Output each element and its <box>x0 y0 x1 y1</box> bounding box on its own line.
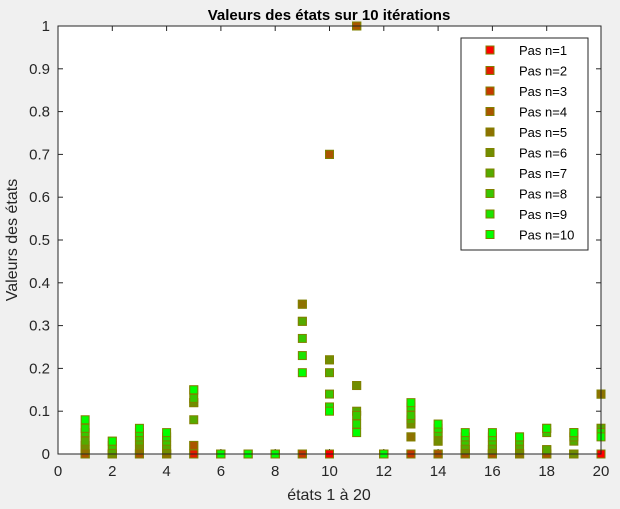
y-axis-label: Valeurs des états <box>4 179 21 301</box>
data-point <box>352 419 362 429</box>
x-tick-label: 6 <box>217 463 225 480</box>
data-point <box>487 428 497 438</box>
data-point <box>107 436 117 446</box>
legend-entry: Pas n=10 <box>519 228 574 243</box>
legend-marker <box>485 168 495 178</box>
data-point <box>80 423 90 433</box>
data-point <box>406 432 416 442</box>
legend-marker <box>485 230 495 239</box>
legend-entry: Pas n=8 <box>519 187 567 202</box>
y-tick-label: 0.2 <box>29 360 50 377</box>
data-point <box>325 355 334 365</box>
legend-marker <box>485 209 495 219</box>
data-point <box>433 419 443 429</box>
data-point <box>352 410 362 420</box>
legend-entry: Pas n=6 <box>519 146 567 161</box>
x-tick-label: 4 <box>162 463 170 480</box>
data-point <box>352 381 362 391</box>
legend-marker <box>485 86 495 96</box>
legend-entry: Pas n=4 <box>519 105 567 120</box>
data-point <box>297 368 307 378</box>
y-tick-label: 0.5 <box>29 232 50 249</box>
x-tick-label: 18 <box>538 463 555 480</box>
data-point <box>325 406 334 416</box>
data-point <box>80 436 90 446</box>
legend: Pas n=1 Pas n=2 Pas n=3 Pas n=4 Pas n=5 Pas n… <box>460 37 589 251</box>
data-point <box>352 428 362 438</box>
legend-marker <box>485 66 495 75</box>
data-point <box>134 423 144 433</box>
data-point <box>542 423 552 433</box>
data-point <box>515 432 525 442</box>
x-tick-label: 0 <box>54 463 62 480</box>
x-tick-label: 10 <box>321 463 338 480</box>
data-point <box>189 440 199 450</box>
y-tick-label: 0.8 <box>29 104 50 121</box>
data-point <box>80 415 90 425</box>
x-tick-label: 20 <box>593 463 610 480</box>
legend-marker <box>485 45 495 55</box>
y-tick-label: 0.3 <box>29 318 50 335</box>
plot-frame <box>57 25 602 455</box>
data-point <box>325 368 334 378</box>
legend-entry: Pas n=9 <box>519 207 567 222</box>
x-tick-label: 14 <box>430 463 447 480</box>
legend-box <box>460 37 589 251</box>
y-tick-label: 1 <box>42 18 50 35</box>
data-point <box>162 428 172 438</box>
legend-entry: Pas n=3 <box>519 84 567 99</box>
data-point <box>325 389 334 399</box>
x-tick-label: 2 <box>108 463 116 480</box>
y-tick-label: 0.7 <box>29 146 50 163</box>
data-point <box>433 436 443 446</box>
y-tick-label: 0.9 <box>29 61 50 78</box>
data-point <box>569 428 579 438</box>
x-tick-label: 16 <box>484 463 501 480</box>
legend-marker <box>485 189 495 198</box>
legend-marker <box>485 127 495 137</box>
y-tick-label: 0.6 <box>29 189 50 206</box>
y-tick-label: 0 <box>42 446 50 463</box>
legend-marker <box>485 148 495 157</box>
data-point <box>297 333 307 343</box>
data-point <box>325 149 334 159</box>
x-tick-label: 8 <box>271 463 279 480</box>
data-point <box>189 385 199 395</box>
data-point <box>460 428 470 438</box>
data-point <box>297 299 307 309</box>
legend-entry: Pas n=2 <box>519 64 567 79</box>
y-tick-label: 0.4 <box>29 275 50 292</box>
y-tick-label: 0.1 <box>29 403 50 420</box>
legend-entry: Pas n=5 <box>519 125 567 140</box>
x-tick-label: 12 <box>375 463 392 480</box>
y-axis-ticks: 0 0.1 0.2 0.3 0.4 0.5 0.6 0.7 0.8 0.9 1 <box>29 18 601 463</box>
data-point <box>189 415 199 425</box>
legend-entry: Pas n=7 <box>519 166 567 181</box>
data-point <box>406 398 416 408</box>
data-point <box>189 393 199 403</box>
legend-marker <box>485 107 495 116</box>
x-axis-ticks: 0 2 4 6 8 10 12 14 16 18 20 <box>54 26 610 480</box>
data-point <box>542 445 552 455</box>
x-axis-label: états 1 à 20 <box>287 487 371 504</box>
data-point <box>297 316 307 326</box>
data-point <box>297 351 307 361</box>
data-point <box>406 410 416 420</box>
legend-entry: Pas n=1 <box>519 43 567 58</box>
chart-title: Valeurs des états sur 10 itérations <box>208 7 451 24</box>
